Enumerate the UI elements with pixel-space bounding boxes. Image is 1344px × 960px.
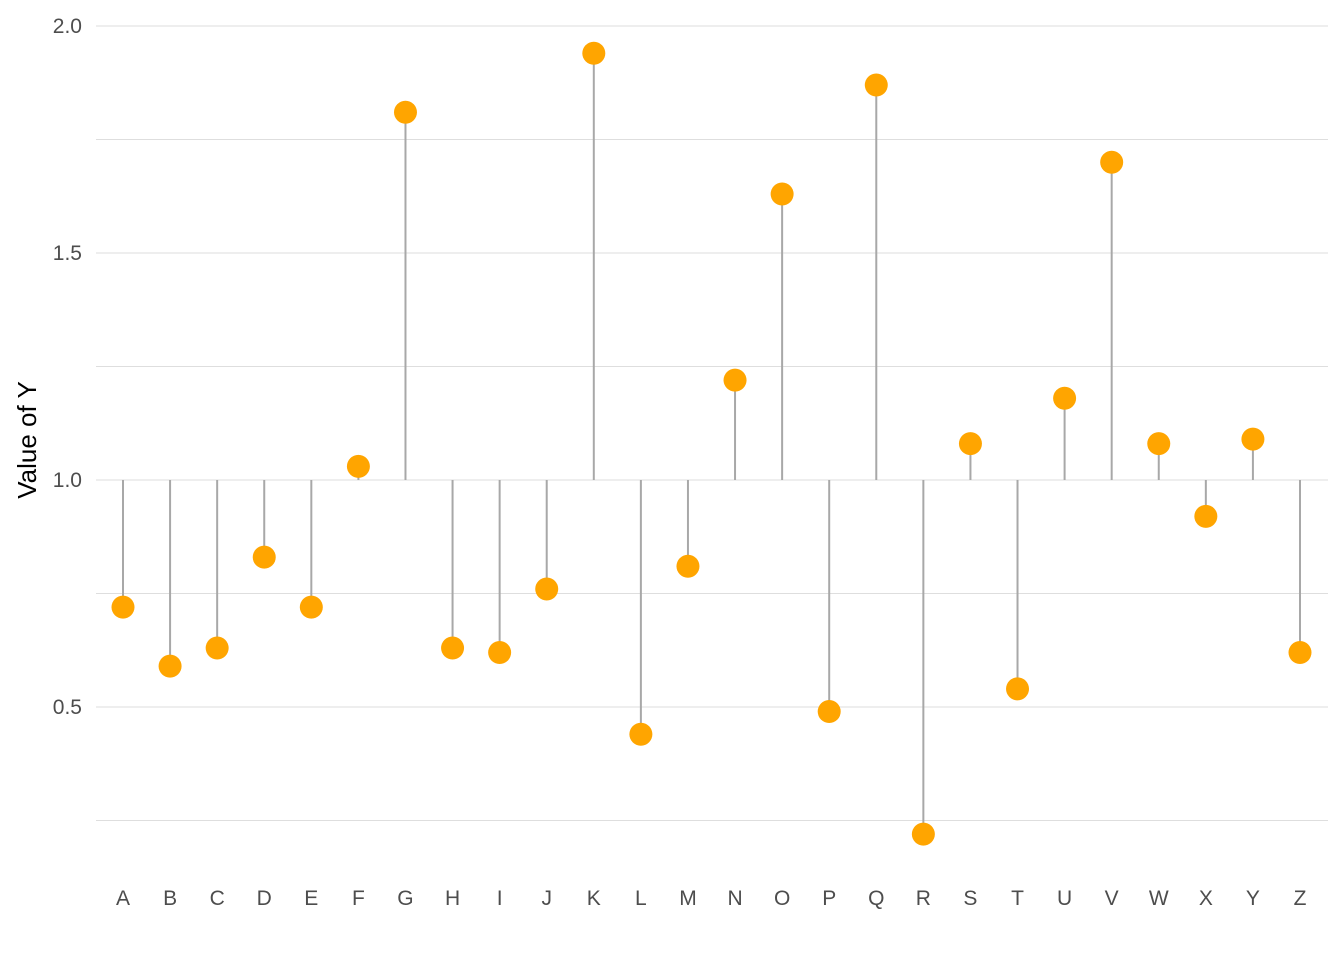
x-tick-label-Y: Y [1246, 887, 1260, 910]
y-tick-label: 1.5 [53, 242, 82, 265]
x-tick-label-T: T [1011, 887, 1024, 910]
x-tick-label-E: E [304, 887, 318, 910]
point-N [723, 368, 747, 392]
x-tick-label-Z: Z [1294, 887, 1307, 910]
x-tick-label-A: A [116, 887, 130, 910]
x-tick-label-N: N [727, 887, 742, 910]
x-tick-label-U: U [1057, 887, 1072, 910]
point-B [158, 654, 182, 678]
y-tick-label: 0.5 [53, 696, 82, 719]
y-axis-tick-labels: 0.5 1.0 1.5 2.0 [53, 15, 82, 719]
points [111, 41, 1312, 846]
point-X [1194, 504, 1218, 528]
x-tick-label-O: O [774, 887, 790, 910]
x-tick-label-J: J [541, 887, 552, 910]
point-V [1100, 150, 1124, 174]
point-D [252, 545, 276, 569]
y-tick-label: 1.0 [53, 469, 82, 492]
x-tick-label-Q: Q [868, 887, 884, 910]
x-tick-label-I: I [497, 887, 503, 910]
y-tick-label: 2.0 [53, 15, 82, 38]
point-T [1006, 677, 1030, 701]
stems [122, 53, 1301, 835]
x-tick-label-G: G [397, 887, 413, 910]
point-L [629, 722, 653, 746]
x-tick-label-S: S [963, 887, 977, 910]
x-tick-label-C: C [210, 887, 225, 910]
point-S [958, 432, 982, 456]
point-M [676, 554, 700, 578]
point-P [817, 700, 841, 724]
point-R [911, 822, 935, 846]
grid-lines [96, 25, 1328, 821]
point-C [205, 636, 229, 660]
point-U [1053, 386, 1077, 410]
x-tick-label-M: M [679, 887, 697, 910]
point-F [346, 454, 370, 478]
x-tick-label-D: D [257, 887, 272, 910]
point-Z [1288, 641, 1312, 665]
point-G [393, 100, 417, 124]
point-E [299, 595, 323, 619]
point-W [1147, 432, 1171, 456]
x-tick-label-L: L [635, 887, 647, 910]
x-tick-label-W: W [1149, 887, 1169, 910]
x-tick-label-X: X [1199, 887, 1213, 910]
x-tick-label-K: K [587, 887, 601, 910]
point-K [582, 41, 606, 65]
x-tick-label-P: P [822, 887, 836, 910]
x-tick-label-R: R [916, 887, 931, 910]
x-tick-label-F: F [352, 887, 365, 910]
point-O [770, 182, 794, 206]
x-tick-label-V: V [1105, 887, 1119, 910]
point-H [441, 636, 465, 660]
x-tick-label-H: H [445, 887, 460, 910]
x-axis-tick-labels: A B C D E F G H I J K L M N O P Q R S T U V W X Y Z [116, 887, 1307, 910]
point-J [535, 577, 559, 601]
x-tick-label-B: B [163, 887, 177, 910]
point-Y [1241, 427, 1265, 451]
y-axis-title: Value of Y [12, 381, 42, 499]
point-Q [864, 73, 888, 97]
point-I [488, 641, 512, 665]
point-A [111, 595, 135, 619]
